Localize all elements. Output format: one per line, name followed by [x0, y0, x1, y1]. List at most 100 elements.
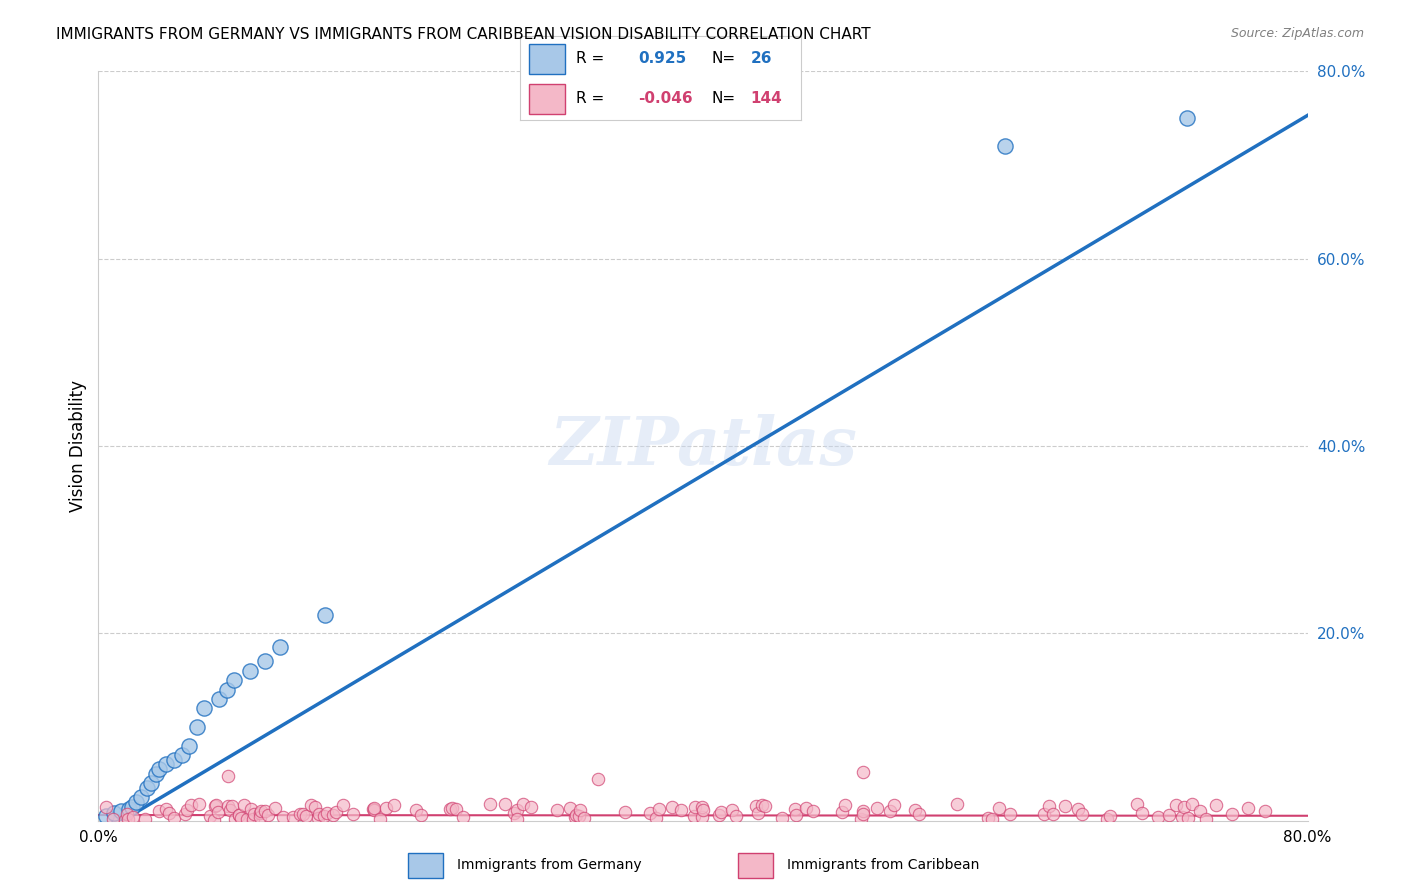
Text: ZIPatlas: ZIPatlas: [550, 414, 856, 478]
Point: [148, 805, 170, 819]
Point: [193, 701, 215, 715]
Point: [478, 797, 501, 812]
Point: [125, 795, 148, 809]
Point: [186, 720, 208, 734]
Point: [332, 797, 354, 812]
Point: [945, 797, 967, 811]
FancyBboxPatch shape: [529, 44, 565, 74]
Point: [987, 801, 1010, 815]
Point: [221, 798, 243, 813]
Point: [121, 799, 143, 814]
Point: [370, 812, 392, 826]
Point: [1173, 800, 1195, 814]
Point: [1220, 807, 1243, 822]
Point: [644, 811, 666, 825]
Point: [94, 809, 117, 823]
Point: [904, 803, 927, 817]
Point: [494, 797, 516, 812]
Point: [288, 807, 311, 822]
Point: [325, 805, 347, 819]
Point: [648, 802, 671, 816]
Point: [1067, 802, 1090, 816]
Point: [506, 812, 529, 826]
Point: [977, 811, 1000, 825]
Point: [1170, 810, 1192, 824]
Point: [249, 805, 271, 819]
Point: [882, 798, 904, 813]
Point: [215, 682, 238, 697]
Point: [1175, 112, 1198, 126]
Point: [242, 807, 264, 822]
Point: [239, 664, 262, 678]
Point: [382, 797, 405, 812]
Point: [692, 804, 714, 818]
Point: [180, 797, 202, 812]
Point: [707, 808, 730, 822]
Point: [1181, 797, 1204, 812]
Point: [1205, 797, 1227, 812]
Point: [263, 801, 285, 815]
FancyBboxPatch shape: [738, 853, 773, 878]
Text: Immigrants from Caribbean: Immigrants from Caribbean: [787, 858, 980, 872]
Point: [174, 807, 197, 822]
Point: [115, 806, 138, 821]
Point: [122, 810, 145, 824]
Point: [785, 802, 807, 816]
Point: [751, 798, 773, 813]
Text: N=: N=: [711, 51, 735, 66]
Point: [129, 790, 152, 805]
Point: [574, 811, 596, 825]
Point: [690, 810, 713, 824]
Point: [441, 801, 464, 815]
Text: R =: R =: [576, 51, 605, 66]
Point: [1189, 804, 1212, 818]
FancyBboxPatch shape: [408, 853, 443, 878]
Point: [148, 762, 170, 776]
Point: [292, 806, 315, 821]
Text: N=: N=: [711, 91, 735, 106]
Point: [363, 803, 385, 817]
Point: [851, 804, 873, 818]
Point: [117, 812, 139, 826]
Point: [118, 802, 141, 816]
Point: [908, 807, 931, 822]
Point: [1237, 801, 1260, 815]
Point: [1126, 797, 1149, 812]
Point: [314, 607, 336, 622]
Point: [163, 753, 186, 767]
Point: [135, 780, 157, 795]
Point: [785, 807, 807, 822]
Text: Immigrants from Germany: Immigrants from Germany: [457, 858, 641, 872]
Text: R =: R =: [576, 91, 605, 106]
Point: [155, 802, 177, 816]
Y-axis label: Vision Disability: Vision Disability: [69, 380, 87, 512]
Point: [204, 797, 226, 812]
Point: [1054, 798, 1077, 813]
Point: [980, 812, 1002, 826]
Point: [1042, 807, 1064, 822]
Point: [831, 805, 853, 820]
Point: [307, 811, 329, 825]
Point: [1099, 809, 1122, 823]
Point: [249, 805, 271, 820]
Point: [754, 799, 776, 814]
Point: [253, 804, 276, 818]
Point: [801, 804, 824, 818]
Point: [1038, 798, 1060, 813]
Point: [506, 803, 529, 817]
Point: [994, 139, 1017, 153]
Point: [1097, 812, 1119, 826]
Point: [322, 808, 344, 822]
Point: [409, 808, 432, 822]
Point: [141, 776, 163, 790]
Point: [103, 812, 125, 826]
Point: [744, 799, 766, 814]
Point: [103, 806, 125, 821]
Point: [281, 810, 304, 824]
Point: [198, 809, 221, 823]
Point: [239, 802, 262, 816]
Point: [269, 640, 291, 655]
Point: [564, 807, 586, 822]
Point: [157, 805, 180, 820]
Point: [661, 799, 683, 814]
